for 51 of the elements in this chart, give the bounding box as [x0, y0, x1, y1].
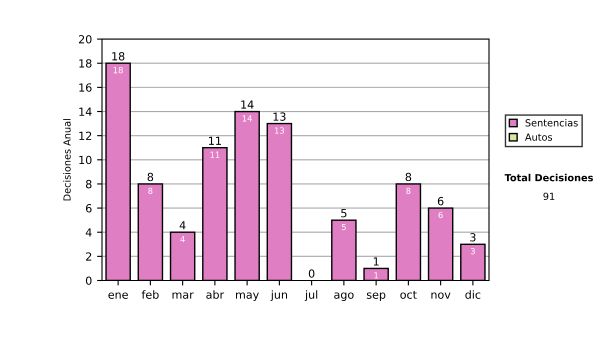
x-tick-label: sep [366, 292, 386, 301]
x-tick-label: jun [270, 290, 288, 301]
data-label: 11 [210, 152, 220, 158]
y-tick-label: 18 [79, 59, 92, 68]
total-label: 6 [438, 196, 444, 206]
total-label: 1 [374, 257, 379, 266]
y-tick-label: 14 [79, 108, 92, 116]
x-tick-label: oct [400, 290, 417, 299]
total-label: 5 [341, 209, 346, 218]
x-tick-label: may [236, 292, 259, 301]
total-label: 0 [308, 269, 314, 278]
y-tick-label: 8 [86, 180, 92, 188]
data-label: 6 [438, 212, 443, 218]
total-label: 13 [274, 112, 286, 121]
x-tick-label: mar [172, 292, 194, 299]
total-label: 18 [112, 52, 124, 60]
y-tick-label: 12 [79, 132, 92, 140]
data-label: 3 [470, 248, 475, 254]
total-label: 8 [148, 172, 154, 182]
total-label: 3 [470, 233, 476, 242]
x-tick-label: feb [142, 290, 159, 299]
text: 91 [543, 192, 554, 200]
text: Total Decisiones [504, 174, 593, 182]
x-tick-label: dic [465, 290, 480, 299]
total-label: 14 [241, 100, 254, 109]
y-tick-label: 6 [86, 204, 92, 212]
x-tick-label: ago [334, 292, 354, 301]
legend-label: Sentencias [526, 118, 578, 127]
data-label: 4 [180, 236, 185, 242]
data-label: 14 [242, 115, 252, 122]
data-label: 5 [342, 224, 346, 230]
data-label: 1 [374, 272, 378, 278]
x-tick-label: abr [206, 290, 224, 299]
y-tick-label: 10 [79, 156, 92, 164]
total-label: 11 [209, 136, 221, 145]
y-tick-label: 20 [78, 35, 92, 44]
total-label: 8 [406, 172, 412, 182]
data-label: 13 [274, 127, 284, 134]
data-label: 8 [148, 188, 152, 194]
y-tick-label: 16 [79, 83, 92, 92]
data-label: 8 [406, 188, 410, 194]
x-tick-label: nov [431, 292, 450, 299]
x-tick-label: jul [304, 290, 318, 301]
y-tick-label: 2 [86, 252, 92, 261]
legend-label: Autos [524, 134, 552, 141]
y-tick-label: 4 [86, 228, 92, 236]
data-label: 18 [114, 67, 123, 74]
y-axis-title: Decisiones Anual [63, 119, 71, 200]
x-tick-label: ene [108, 292, 128, 299]
y-tick-label: 0 [86, 276, 92, 285]
total-label: 4 [180, 221, 186, 230]
